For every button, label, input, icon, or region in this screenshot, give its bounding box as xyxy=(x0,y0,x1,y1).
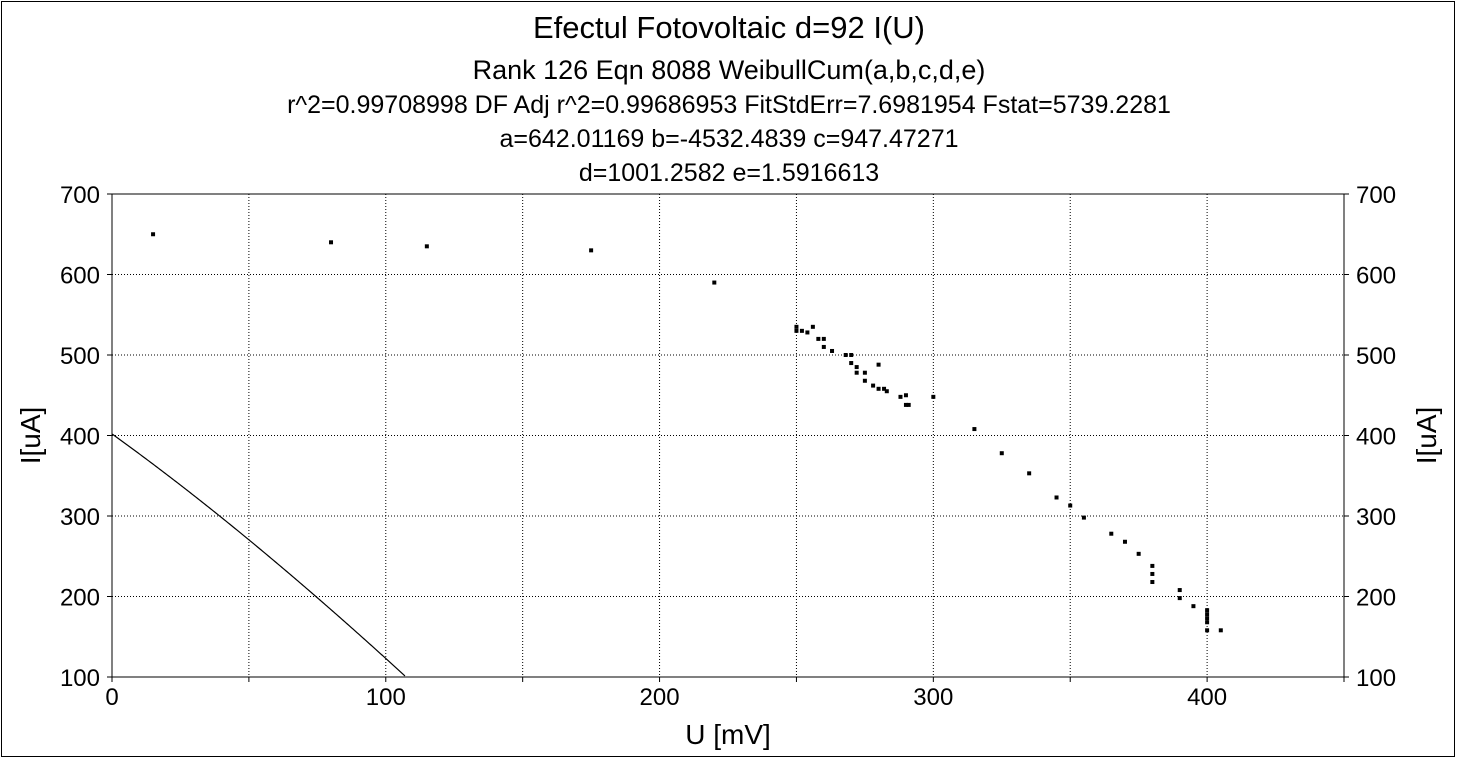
data-point xyxy=(876,386,881,391)
x-tick-label: 0 xyxy=(105,684,118,711)
y-tick-label-right: 500 xyxy=(1356,343,1396,370)
y-tick-label-left: 100 xyxy=(60,665,100,692)
data-point xyxy=(843,353,848,357)
data-point xyxy=(854,365,859,370)
data-point xyxy=(1150,580,1155,585)
data-point xyxy=(589,248,594,253)
data-points xyxy=(151,232,1223,633)
x-tick-label: 300 xyxy=(913,684,953,711)
grid-lines xyxy=(112,194,1344,677)
data-point xyxy=(884,389,889,394)
data-point xyxy=(1205,612,1210,617)
y-tick-label-right: 100 xyxy=(1356,665,1396,692)
data-point xyxy=(1068,503,1073,508)
x-tick-label: 100 xyxy=(366,684,406,711)
fit-parameters-abc: a=642.01169 b=-4532.4839 c=947.47271 xyxy=(499,125,959,153)
data-point xyxy=(1081,515,1086,520)
y-tick-label-left: 700 xyxy=(60,182,100,209)
data-point xyxy=(906,402,911,407)
y-tick-label-left: 500 xyxy=(60,343,100,370)
chart-title: Efectul Fotovoltaic d=92 I(U) xyxy=(533,10,925,45)
y-tick-label-left: 600 xyxy=(60,263,100,290)
data-point xyxy=(882,386,887,391)
data-point xyxy=(1218,628,1223,633)
y-tick-label-right: 200 xyxy=(1356,585,1396,612)
data-point xyxy=(931,394,936,399)
y-tick-label-right: 700 xyxy=(1356,182,1396,209)
data-point xyxy=(821,344,826,349)
data-point xyxy=(1109,531,1114,536)
data-point xyxy=(862,378,867,383)
data-point xyxy=(712,280,717,285)
y-axis-title-left: I[uA] xyxy=(15,407,46,465)
data-point xyxy=(1205,608,1210,613)
y-tick-label-right: 300 xyxy=(1356,504,1396,531)
data-point xyxy=(903,402,908,407)
data-point xyxy=(1150,563,1155,568)
data-point xyxy=(810,324,815,329)
y-tick-label-right: 600 xyxy=(1356,263,1396,290)
data-point xyxy=(424,244,429,249)
data-point xyxy=(1027,471,1032,476)
x-tick-label: 400 xyxy=(1187,684,1227,711)
y-tick-label-left: 300 xyxy=(60,504,100,531)
data-point xyxy=(854,370,859,375)
data-point xyxy=(329,240,334,245)
fit-statistics: r^2=0.99708998 DF Adj r^2=0.99686953 Fit… xyxy=(287,91,1171,119)
data-point xyxy=(805,330,810,335)
data-point xyxy=(1205,616,1210,621)
data-point xyxy=(898,394,903,399)
data-point xyxy=(1122,539,1127,544)
y-axis-title-right: I[uA] xyxy=(1411,407,1442,465)
data-point xyxy=(972,427,977,432)
data-point xyxy=(794,324,799,329)
fit-parameters-de: d=1001.2582 e=1.5916613 xyxy=(578,159,880,187)
data-point xyxy=(799,328,804,333)
chart-subtitle: Rank 126 Eqn 8088 WeibullCum(a,b,c,d,e) xyxy=(472,55,986,85)
data-point xyxy=(1205,620,1210,625)
fit-curve xyxy=(111,433,406,677)
y-tick-label-right: 400 xyxy=(1356,424,1396,451)
data-point xyxy=(849,353,854,357)
data-point xyxy=(849,361,854,366)
data-point xyxy=(1177,588,1182,593)
x-axis-title: U [mV] xyxy=(685,719,771,750)
data-point xyxy=(862,370,867,375)
data-point xyxy=(821,336,826,341)
data-point xyxy=(794,328,799,333)
data-point xyxy=(999,451,1004,456)
y-tick-label-left: 200 xyxy=(60,585,100,612)
data-point xyxy=(1150,571,1155,576)
data-point xyxy=(1054,495,1059,500)
data-point xyxy=(1177,596,1182,601)
x-tick-label: 200 xyxy=(640,684,680,711)
data-point xyxy=(1191,604,1196,609)
data-point xyxy=(1205,628,1210,633)
data-point xyxy=(830,348,835,353)
y-tick-label-left: 400 xyxy=(60,424,100,451)
data-point xyxy=(903,393,908,398)
data-point xyxy=(816,336,821,341)
data-point xyxy=(871,383,876,388)
data-point xyxy=(1136,551,1141,556)
data-point xyxy=(151,232,156,237)
data-point xyxy=(876,362,881,367)
